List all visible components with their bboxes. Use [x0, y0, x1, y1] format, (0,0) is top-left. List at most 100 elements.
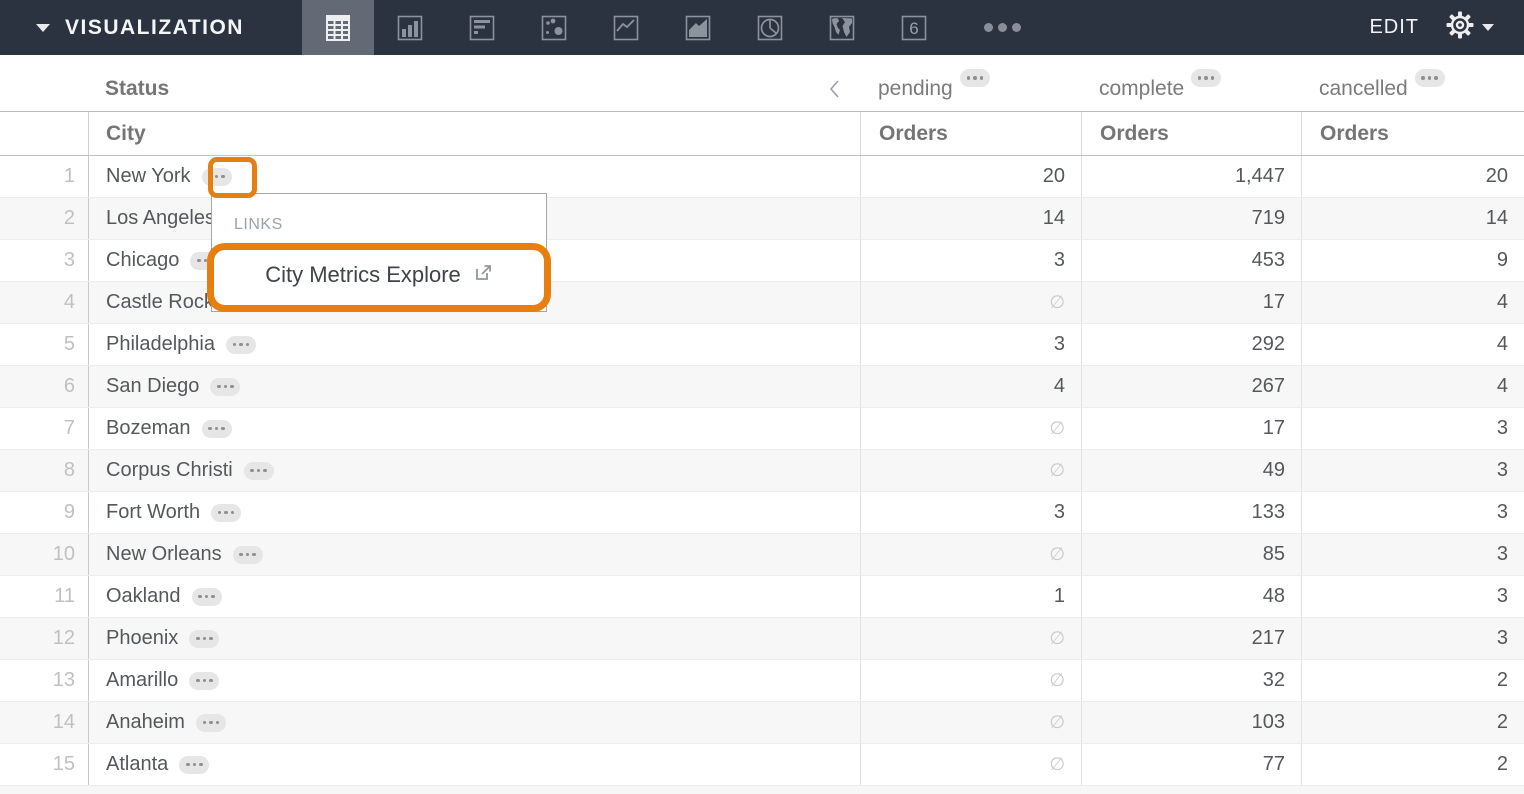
- cancelled-orders-cell[interactable]: 4: [1301, 282, 1524, 323]
- city-cell[interactable]: Amarillo: [88, 660, 860, 701]
- complete-orders-cell[interactable]: 17: [1081, 282, 1301, 323]
- collapse-pivot-icon[interactable]: [824, 77, 844, 101]
- cell-options-button[interactable]: [201, 167, 232, 186]
- pending-orders-cell[interactable]: 3: [860, 324, 1081, 365]
- table-body: 1 New York 20 1,447 20 2 Los Angeles 14 …: [0, 156, 1524, 786]
- orders-column-header[interactable]: Orders: [860, 112, 1081, 155]
- cancelled-orders-cell[interactable]: 2: [1301, 744, 1524, 785]
- complete-orders-cell[interactable]: 217: [1081, 618, 1301, 659]
- city-cell[interactable]: Philadelphia: [88, 324, 860, 365]
- cell-options-button[interactable]: [225, 335, 256, 354]
- pending-orders-cell[interactable]: 1: [860, 576, 1081, 617]
- drill-links-popup: LINKS City Metrics Explore: [211, 193, 547, 312]
- cancelled-options-button[interactable]: [1414, 69, 1445, 87]
- pending-orders-cell[interactable]: ∅: [860, 618, 1081, 659]
- cell-options-button[interactable]: [189, 671, 220, 690]
- table-row: 8 Corpus Christi ∅ 49 3: [0, 450, 1524, 492]
- viz-type-single-value-button[interactable]: 6: [878, 0, 950, 55]
- viz-type-area-chart-button[interactable]: [662, 0, 734, 55]
- city-cell[interactable]: Phoenix: [88, 618, 860, 659]
- cancelled-orders-cell[interactable]: 2: [1301, 660, 1524, 701]
- city-cell[interactable]: Bozeman: [88, 408, 860, 449]
- complete-orders-cell[interactable]: 32: [1081, 660, 1301, 701]
- cancelled-orders-cell[interactable]: 3: [1301, 576, 1524, 617]
- cell-options-button[interactable]: [232, 545, 263, 564]
- pending-orders-cell[interactable]: 3: [860, 240, 1081, 281]
- complete-orders-cell[interactable]: 267: [1081, 366, 1301, 407]
- pending-orders-cell[interactable]: 3: [860, 492, 1081, 533]
- visualization-section-toggle[interactable]: VISUALIZATION: [0, 16, 244, 40]
- city-cell[interactable]: Fort Worth: [88, 492, 860, 533]
- complete-orders-cell[interactable]: 1,447: [1081, 156, 1301, 197]
- viz-type-line-chart-button[interactable]: [590, 0, 662, 55]
- complete-orders-cell[interactable]: 453: [1081, 240, 1301, 281]
- viz-type-scatter-button[interactable]: [518, 0, 590, 55]
- complete-orders-cell[interactable]: 85: [1081, 534, 1301, 575]
- cancelled-orders-cell[interactable]: 3: [1301, 450, 1524, 491]
- pending-orders-cell[interactable]: ∅: [860, 702, 1081, 743]
- city-cell[interactable]: Atlanta: [88, 744, 860, 785]
- city-cell[interactable]: Corpus Christi: [88, 450, 860, 491]
- cancelled-orders-cell[interactable]: 3: [1301, 408, 1524, 449]
- orders-column-header[interactable]: Orders: [1081, 112, 1301, 155]
- pending-orders-cell[interactable]: 20: [860, 156, 1081, 197]
- more-viz-types-button[interactable]: [974, 13, 1031, 42]
- cancelled-orders-cell[interactable]: 14: [1301, 198, 1524, 239]
- cell-options-button[interactable]: [211, 503, 242, 522]
- viz-type-table-button[interactable]: [301, 0, 374, 55]
- complete-orders-cell[interactable]: 17: [1081, 408, 1301, 449]
- cancelled-orders-cell[interactable]: 4: [1301, 324, 1524, 365]
- viz-type-map-button[interactable]: [806, 0, 878, 55]
- city-cell[interactable]: New Orleans: [88, 534, 860, 575]
- complete-options-button[interactable]: [1191, 69, 1222, 87]
- cell-options-button[interactable]: [195, 713, 226, 732]
- cell-options-button[interactable]: [201, 419, 232, 438]
- pending-orders-cell[interactable]: ∅: [860, 450, 1081, 491]
- complete-orders-cell[interactable]: 77: [1081, 744, 1301, 785]
- single-value-icon: 6: [897, 11, 931, 45]
- orders-column-header[interactable]: Orders: [1301, 112, 1524, 155]
- cancelled-orders-cell[interactable]: 3: [1301, 492, 1524, 533]
- pending-orders-cell[interactable]: ∅: [860, 660, 1081, 701]
- city-cell[interactable]: Anaheim: [88, 702, 860, 743]
- pending-orders-cell[interactable]: ∅: [860, 282, 1081, 323]
- cell-options-button[interactable]: [210, 377, 241, 396]
- complete-orders-cell[interactable]: 292: [1081, 324, 1301, 365]
- complete-orders-cell[interactable]: 48: [1081, 576, 1301, 617]
- pending-orders-cell[interactable]: 14: [860, 198, 1081, 239]
- cell-options-button[interactable]: [189, 629, 220, 648]
- svg-text:6: 6: [909, 19, 918, 38]
- cancelled-orders-cell[interactable]: 4: [1301, 366, 1524, 407]
- cancelled-orders-cell[interactable]: 2: [1301, 702, 1524, 743]
- city-cell[interactable]: New York: [88, 156, 860, 197]
- row-bars-icon: [465, 11, 499, 45]
- cell-options-button[interactable]: [243, 461, 274, 480]
- complete-orders-cell[interactable]: 133: [1081, 492, 1301, 533]
- cancelled-orders-cell[interactable]: 3: [1301, 618, 1524, 659]
- pending-options-button[interactable]: [959, 69, 990, 87]
- city-column-header[interactable]: City: [88, 112, 860, 155]
- edit-button[interactable]: EDIT: [1369, 16, 1419, 38]
- city-metrics-explore-link[interactable]: City Metrics Explore: [212, 246, 546, 304]
- viz-type-row-chart-button[interactable]: [446, 0, 518, 55]
- cancelled-orders-cell[interactable]: 9: [1301, 240, 1524, 281]
- visualization-title: VISUALIZATION: [65, 15, 244, 39]
- settings-menu-button[interactable]: [1445, 10, 1494, 45]
- pending-orders-cell[interactable]: ∅: [860, 534, 1081, 575]
- viz-type-bar-chart-button[interactable]: [374, 0, 446, 55]
- pending-orders-cell[interactable]: ∅: [860, 408, 1081, 449]
- cell-options-button[interactable]: [191, 587, 222, 606]
- cell-options-button[interactable]: [179, 755, 210, 774]
- table-row: 13 Amarillo ∅ 32 2: [0, 660, 1524, 702]
- pending-orders-cell[interactable]: ∅: [860, 744, 1081, 785]
- cancelled-orders-cell[interactable]: 20: [1301, 156, 1524, 197]
- table-row: 5 Philadelphia 3 292 4: [0, 324, 1524, 366]
- complete-orders-cell[interactable]: 103: [1081, 702, 1301, 743]
- pending-orders-cell[interactable]: 4: [860, 366, 1081, 407]
- complete-orders-cell[interactable]: 719: [1081, 198, 1301, 239]
- viz-type-pie-chart-button[interactable]: [734, 0, 806, 55]
- complete-orders-cell[interactable]: 49: [1081, 450, 1301, 491]
- city-cell[interactable]: Oakland: [88, 576, 860, 617]
- city-cell[interactable]: San Diego: [88, 366, 860, 407]
- cancelled-orders-cell[interactable]: 3: [1301, 534, 1524, 575]
